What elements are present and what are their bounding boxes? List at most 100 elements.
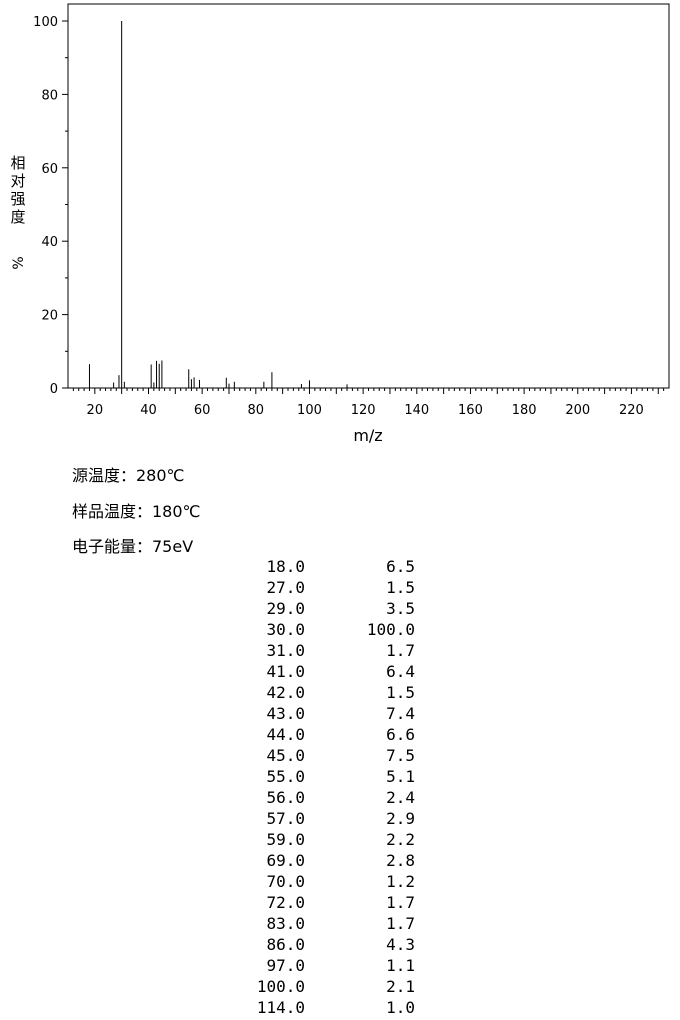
table-row: 83.0 1.7 bbox=[230, 913, 415, 934]
electron-energy: 电子能量：75eV bbox=[72, 537, 194, 556]
y-tick-labels: 0 20 40 60 80 100 bbox=[33, 15, 58, 397]
x-tick-label: 80 bbox=[248, 403, 265, 418]
abundance-cell: 5.1 bbox=[386, 767, 415, 786]
mz-cell: 31.0 bbox=[266, 641, 305, 660]
x-tick-label: 60 bbox=[194, 403, 211, 418]
abundance-cell: 2.8 bbox=[386, 851, 415, 870]
mz-cell: 29.0 bbox=[266, 599, 305, 618]
y-tick-label: 100 bbox=[33, 15, 58, 30]
x-tick-label: 20 bbox=[87, 403, 104, 418]
mz-cell: 70.0 bbox=[266, 872, 305, 891]
abundance-cell: 1.0 bbox=[386, 998, 415, 1017]
mz-cell: 55.0 bbox=[266, 767, 305, 786]
x-axis-label: m/z bbox=[353, 426, 382, 445]
sample-temperature: 样品温度：180℃ bbox=[72, 502, 201, 521]
mz-cell: 72.0 bbox=[266, 893, 305, 912]
mz-cell: 41.0 bbox=[266, 662, 305, 681]
mz-cell: 69.0 bbox=[266, 851, 305, 870]
mz-cell: 83.0 bbox=[266, 914, 305, 933]
table-row: 42.0 1.5 bbox=[230, 682, 415, 703]
table-row: 69.0 2.8 bbox=[230, 850, 415, 871]
mz-cell: 59.0 bbox=[266, 830, 305, 849]
mz-cell: 57.0 bbox=[266, 809, 305, 828]
mz-cell: 114.0 bbox=[256, 998, 305, 1017]
abundance-cell: 6.6 bbox=[386, 725, 415, 744]
y-axis-label-char: 度 bbox=[10, 208, 25, 226]
y-tick-label: 80 bbox=[41, 88, 58, 103]
table-row: 29.0 3.5 bbox=[230, 598, 415, 619]
abundance-cell: 7.4 bbox=[386, 704, 415, 723]
mz-cell: 43.0 bbox=[266, 704, 305, 723]
mz-cell: 18.0 bbox=[266, 557, 305, 576]
table-row: 97.0 1.1 bbox=[230, 955, 415, 976]
table-row: 70.0 1.2 bbox=[230, 871, 415, 892]
table-row: 30.0 100.0 bbox=[230, 619, 415, 640]
abundance-cell: 1.5 bbox=[386, 578, 415, 597]
table-row: 43.0 7.4 bbox=[230, 703, 415, 724]
y-tick-label: 40 bbox=[41, 235, 58, 250]
table-row: 100.0 2.1 bbox=[230, 976, 415, 997]
y-axis-label-char: % bbox=[11, 256, 27, 269]
abundance-cell: 1.7 bbox=[386, 641, 415, 660]
abundance-cell: 1.7 bbox=[386, 914, 415, 933]
abundance-cell: 1.7 bbox=[386, 893, 415, 912]
mz-cell: 56.0 bbox=[266, 788, 305, 807]
y-axis-label-char: 强 bbox=[10, 190, 25, 208]
table-row: 55.0 5.1 bbox=[230, 766, 415, 787]
table-row: 27.0 1.5 bbox=[230, 577, 415, 598]
x-tick-label: 140 bbox=[404, 403, 429, 418]
mz-cell: 86.0 bbox=[266, 935, 305, 954]
peak-table: 18.0 6.5 27.0 1.5 29.0 3.5 30.0 100.0 31.0 1.7 41.… bbox=[230, 556, 415, 1018]
table-row: 86.0 4.3 bbox=[230, 934, 415, 955]
table-row: 31.0 1.7 bbox=[230, 640, 415, 661]
y-axis-label-char: 对 bbox=[10, 172, 25, 190]
x-tick-label: 180 bbox=[512, 403, 537, 418]
x-tick-label: 160 bbox=[458, 403, 483, 418]
abundance-cell: 2.4 bbox=[386, 788, 415, 807]
mz-cell: 45.0 bbox=[266, 746, 305, 765]
abundance-cell: 1.2 bbox=[386, 872, 415, 891]
abundance-cell: 4.3 bbox=[386, 935, 415, 954]
abundance-cell: 1.1 bbox=[386, 956, 415, 975]
mz-cell: 27.0 bbox=[266, 578, 305, 597]
abundance-cell: 1.5 bbox=[386, 683, 415, 702]
x-tick-label: 200 bbox=[565, 403, 590, 418]
abundance-cell: 6.5 bbox=[386, 557, 415, 576]
x-tick-labels: 20 40 60 80 100 120 140 160 180 200 220 bbox=[87, 403, 644, 418]
table-row: 18.0 6.5 bbox=[230, 556, 415, 577]
table-row: 45.0 7.5 bbox=[230, 745, 415, 766]
y-tick-label: 60 bbox=[41, 162, 58, 177]
source-temperature: 源温度：280℃ bbox=[72, 466, 185, 485]
abundance-cell: 6.4 bbox=[386, 662, 415, 681]
abundance-cell: 2.9 bbox=[386, 809, 415, 828]
table-row: 56.0 2.4 bbox=[230, 787, 415, 808]
abundance-cell: 100.0 bbox=[366, 620, 415, 639]
x-tick-label: 100 bbox=[297, 403, 322, 418]
peak-bars bbox=[88, 21, 348, 388]
y-axis-label-char: 相 bbox=[10, 154, 25, 172]
mz-cell: 42.0 bbox=[266, 683, 305, 702]
abundance-cell: 3.5 bbox=[386, 599, 415, 618]
abundance-cell: 7.5 bbox=[386, 746, 415, 765]
table-row: 41.0 6.4 bbox=[230, 661, 415, 682]
mz-cell: 100.0 bbox=[256, 977, 305, 996]
y-tick-label: 20 bbox=[41, 309, 58, 324]
table-row: 72.0 1.7 bbox=[230, 892, 415, 913]
table-row: 59.0 2.2 bbox=[230, 829, 415, 850]
table-row: 57.0 2.9 bbox=[230, 808, 415, 829]
table-row: 114.0 1.0 bbox=[230, 997, 415, 1018]
peak-table-body: 18.0 6.5 27.0 1.5 29.0 3.5 30.0 100.0 31.0 1.7 41.… bbox=[230, 556, 415, 1018]
abundance-cell: 2.2 bbox=[386, 830, 415, 849]
x-tick-label: 220 bbox=[619, 403, 644, 418]
y-tick-label: 0 bbox=[50, 382, 58, 397]
plot-frame bbox=[67, 3, 670, 389]
x-tick-label: 40 bbox=[140, 403, 157, 418]
x-tick-label: 120 bbox=[351, 403, 376, 418]
axis-ticks bbox=[62, 20, 665, 394]
abundance-cell: 2.1 bbox=[386, 977, 415, 996]
mz-cell: 97.0 bbox=[266, 956, 305, 975]
table-row: 44.0 6.6 bbox=[230, 724, 415, 745]
mz-cell: 44.0 bbox=[266, 725, 305, 744]
